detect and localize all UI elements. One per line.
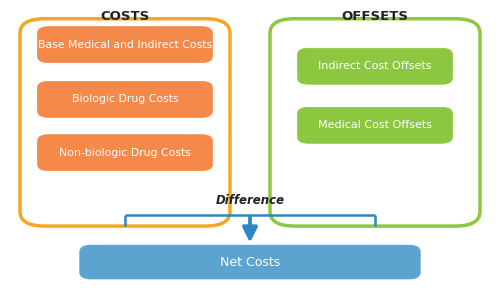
Text: Biologic Drug Costs: Biologic Drug Costs: [72, 94, 178, 104]
Text: Medical Cost Offsets: Medical Cost Offsets: [318, 120, 432, 130]
Text: Net Costs: Net Costs: [220, 255, 280, 269]
Text: OFFSETS: OFFSETS: [342, 10, 408, 23]
Text: Non-biologic Drug Costs: Non-biologic Drug Costs: [59, 148, 191, 158]
FancyBboxPatch shape: [38, 27, 212, 63]
FancyBboxPatch shape: [38, 81, 212, 118]
FancyBboxPatch shape: [20, 19, 230, 226]
Text: COSTS: COSTS: [100, 10, 150, 23]
FancyBboxPatch shape: [298, 48, 452, 84]
FancyBboxPatch shape: [38, 135, 212, 170]
Text: Difference: Difference: [216, 194, 284, 207]
Text: Base Medical and Indirect Costs: Base Medical and Indirect Costs: [38, 40, 212, 50]
FancyBboxPatch shape: [80, 245, 420, 279]
FancyBboxPatch shape: [270, 19, 480, 226]
FancyBboxPatch shape: [298, 107, 452, 143]
Text: Indirect Cost Offsets: Indirect Cost Offsets: [318, 61, 432, 71]
